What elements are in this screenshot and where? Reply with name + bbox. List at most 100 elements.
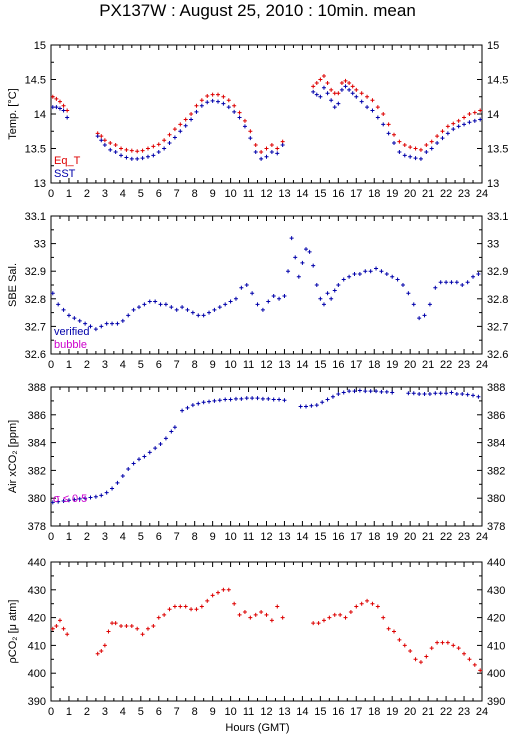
data-point — [467, 120, 472, 125]
data-point — [199, 103, 204, 108]
data-point — [368, 269, 373, 274]
data-point — [264, 154, 269, 159]
data-point — [350, 84, 355, 89]
data-point — [381, 615, 386, 620]
data-point — [95, 651, 100, 656]
data-point — [120, 473, 125, 478]
data-point — [131, 307, 136, 312]
data-point — [417, 316, 422, 321]
y-tick-label-right: 14.5 — [487, 75, 508, 87]
data-point — [321, 85, 326, 90]
y-axis-label: Air xCO₂ [ppm] — [7, 420, 19, 493]
data-point — [438, 280, 443, 285]
data-point — [126, 313, 131, 318]
x-tick-label: 18 — [368, 706, 380, 718]
data-point — [379, 269, 384, 274]
data-point — [445, 640, 450, 645]
data-point — [178, 122, 183, 127]
data-point — [424, 654, 429, 659]
y-tick-label-left: 386 — [28, 410, 46, 422]
x-tick-label: 12 — [260, 531, 272, 543]
panel-frame — [50, 386, 483, 527]
data-point — [343, 84, 348, 89]
data-point — [467, 657, 472, 662]
x-tick-label: 1 — [66, 531, 72, 543]
data-point — [462, 651, 467, 656]
data-point — [325, 80, 330, 85]
data-point — [108, 147, 113, 152]
data-point — [314, 403, 319, 408]
data-point — [106, 629, 111, 634]
data-point — [228, 299, 233, 304]
data-point — [390, 390, 395, 395]
data-point — [354, 94, 359, 99]
x-tick-label: 19 — [386, 188, 398, 200]
data-point — [392, 132, 397, 137]
data-point — [216, 92, 221, 97]
x-tick-label: 14 — [296, 706, 308, 718]
data-point — [253, 149, 258, 154]
data-point — [120, 318, 125, 323]
data-point — [239, 396, 244, 401]
data-point — [162, 612, 167, 617]
x-tick-label: 24 — [476, 706, 488, 718]
x-tick-label: 20 — [404, 359, 416, 371]
data-point — [325, 291, 330, 296]
data-point — [307, 249, 312, 254]
data-point — [99, 493, 104, 498]
data-point — [476, 394, 481, 399]
data-point — [384, 389, 389, 394]
data-point — [417, 391, 422, 396]
data-point — [269, 618, 274, 623]
panel-3 — [50, 386, 483, 527]
data-point — [250, 291, 255, 296]
x-tick-label: 0 — [48, 531, 54, 543]
data-point — [408, 145, 413, 150]
data-point — [119, 153, 124, 158]
data-point — [65, 108, 70, 113]
x-tick-label: 17 — [350, 359, 362, 371]
data-point — [406, 291, 411, 296]
data-point — [352, 271, 357, 276]
data-point — [248, 129, 253, 134]
legend-entry: verified — [54, 326, 89, 338]
data-point — [329, 296, 334, 301]
x-tick-label: 12 — [260, 188, 272, 200]
data-point — [286, 269, 291, 274]
data-point — [422, 313, 427, 318]
data-point — [318, 296, 323, 301]
data-point — [339, 80, 344, 85]
data-point — [460, 283, 465, 287]
x-tick-label: 8 — [192, 359, 198, 371]
data-point — [357, 271, 362, 276]
data-point — [478, 117, 483, 122]
data-point — [147, 299, 152, 304]
x-tick-label: 4 — [120, 531, 126, 543]
data-point — [113, 621, 118, 626]
data-point — [135, 156, 140, 161]
data-point — [210, 98, 215, 103]
data-point — [232, 109, 237, 114]
data-point — [140, 632, 145, 637]
data-point — [418, 156, 423, 161]
legend-entry: Eq_T — [54, 155, 81, 167]
data-point — [472, 110, 477, 115]
data-point — [54, 96, 59, 101]
x-tick-label: 11 — [243, 188, 254, 200]
data-point — [259, 610, 264, 615]
data-point — [226, 105, 231, 110]
data-point — [169, 429, 174, 434]
data-point — [338, 612, 343, 617]
data-point — [311, 89, 316, 94]
data-point — [429, 146, 434, 151]
data-point — [260, 396, 265, 401]
data-point — [341, 390, 346, 395]
x-tick-label: 20 — [404, 706, 416, 718]
data-point — [61, 108, 66, 113]
data-point — [282, 398, 287, 403]
data-point — [57, 618, 62, 623]
x-tick-label: 0 — [48, 706, 54, 718]
panel-4 — [50, 561, 483, 702]
data-point — [438, 391, 443, 396]
data-point — [104, 490, 109, 495]
